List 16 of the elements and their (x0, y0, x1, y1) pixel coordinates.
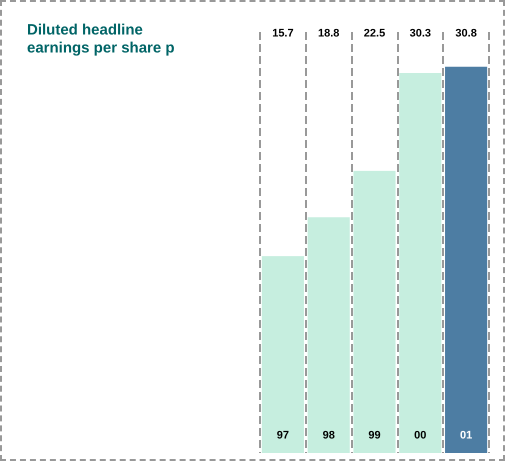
x-tick-label: 01 (460, 430, 472, 442)
x-tick-label: 00 (414, 430, 426, 442)
data-label: 15.7 (272, 28, 294, 40)
bar (353, 170, 396, 453)
bar (399, 73, 442, 453)
bar (262, 256, 304, 453)
text: Diluted headline earnings per share p (27, 22, 175, 56)
x-tick-label: 99 (368, 430, 381, 442)
data-label: 22.5 (364, 28, 386, 40)
data-label: 18.8 (318, 28, 340, 40)
x-tick-label: 97 (276, 430, 290, 442)
x-tick-label: 98 (322, 430, 335, 442)
data-label: 30.3 (410, 28, 432, 40)
bar (445, 66, 488, 453)
bar (308, 217, 350, 453)
data-label: 30.8 (455, 28, 477, 40)
